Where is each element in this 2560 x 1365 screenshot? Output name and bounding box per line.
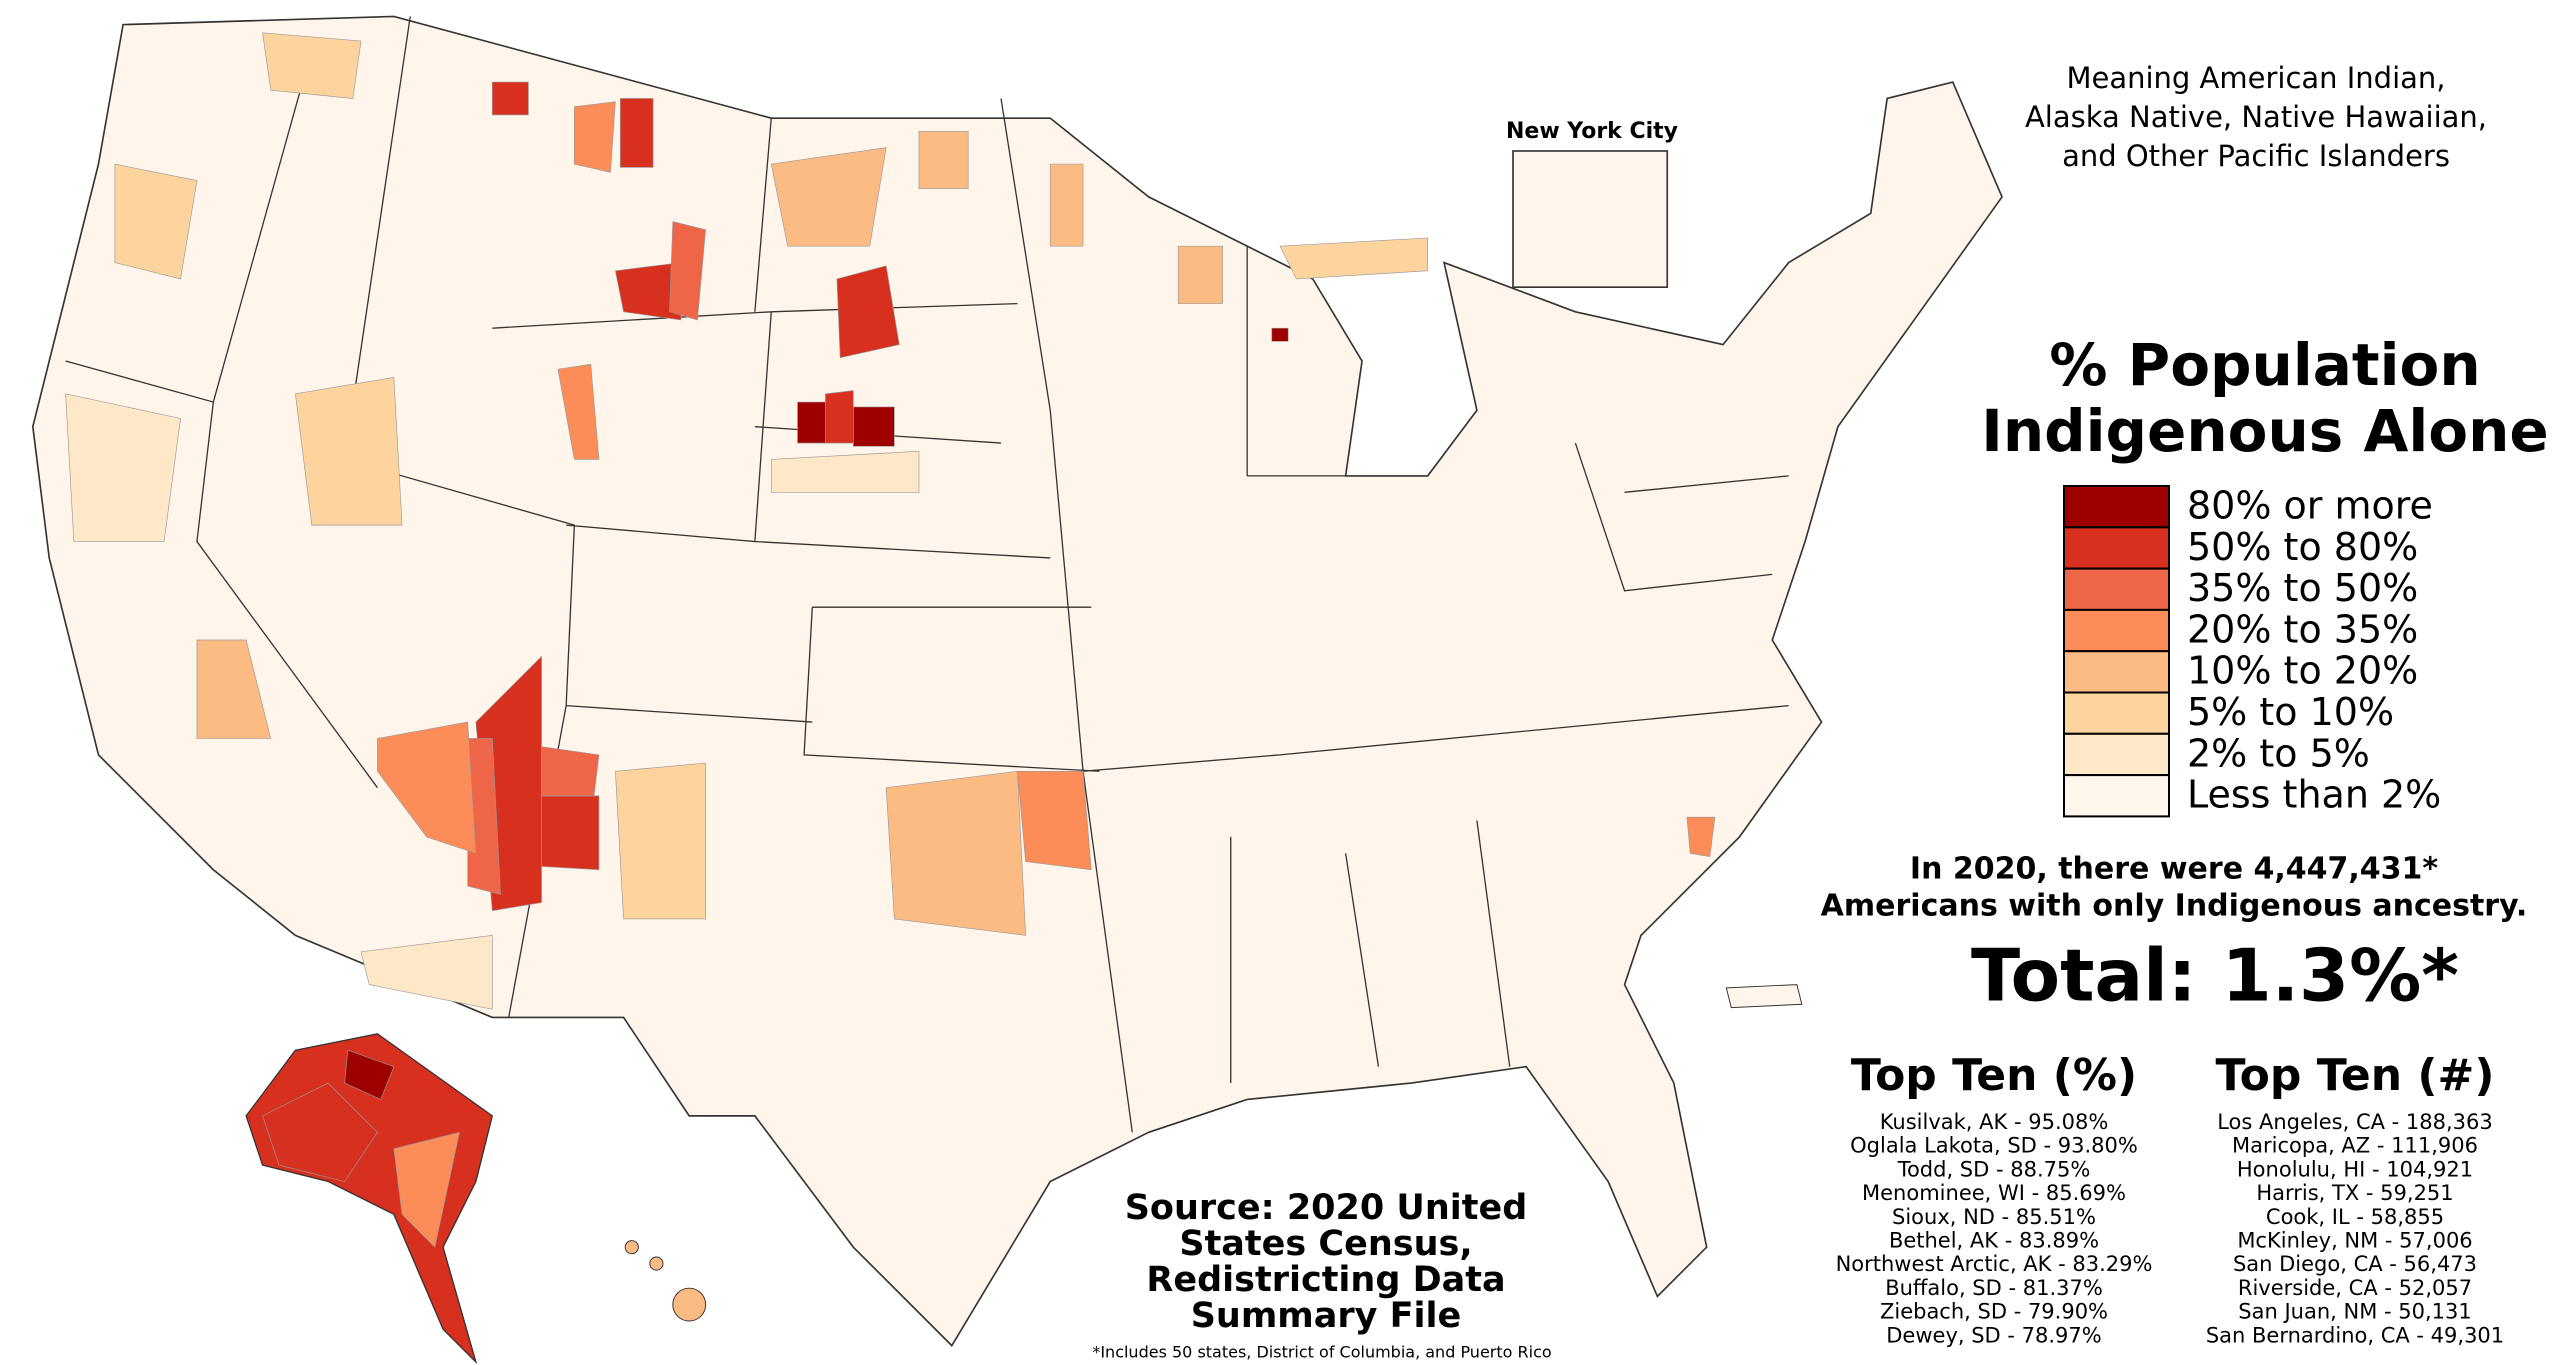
summary-line: Americans with only Indigenous ancestry. <box>1821 889 2528 924</box>
top-ten-item: San Bernardino, CA - 49,301 <box>2206 1323 2504 1347</box>
county-fill <box>196 639 272 739</box>
top-ten-item: Kusilvak, AK - 95.08% <box>1880 1110 2109 1134</box>
county-fill <box>65 393 181 542</box>
county-fill <box>669 221 706 321</box>
county-fill <box>114 163 198 280</box>
county-fill <box>1049 163 1084 247</box>
legend-swatch <box>2063 608 2170 653</box>
county-fill <box>262 1082 378 1182</box>
source-line: Source: 2020 United <box>1125 1188 1528 1228</box>
top-ten-item: Los Angeles, CA - 188,363 <box>2217 1110 2493 1134</box>
county-fill <box>770 147 887 247</box>
top-ten-title: Top Ten (#) <box>2216 1050 2495 1101</box>
top-ten-item: Harris, TX - 59,251 <box>2256 1181 2453 1205</box>
legend-label: 35% to 50% <box>2187 566 2418 610</box>
county-fill <box>360 934 493 1010</box>
legend-label: 5% to 10% <box>2187 690 2394 734</box>
legend-swatch <box>2063 650 2170 694</box>
county-fill <box>541 795 600 871</box>
county-fill <box>825 390 854 444</box>
top-ten-title: Top Ten (%) <box>1851 1050 2137 1101</box>
legend-swatch <box>2063 567 2170 611</box>
legend-swatch <box>2063 526 2170 570</box>
source-line: Summary File <box>1191 1296 1462 1336</box>
legend-swatch <box>2063 691 2170 735</box>
county-fill <box>557 363 600 460</box>
county-fill <box>619 98 654 168</box>
labels: New York City Meaning American Indian, Ala… <box>1092 61 2548 1362</box>
total: Total: 1.3%* <box>1971 934 2459 1018</box>
title-line: % Population <box>2049 331 2480 399</box>
legend-label: 10% to 20% <box>2187 649 2418 693</box>
top-ten-item: Sioux, ND - 85.51% <box>1892 1205 2096 1229</box>
county-fill <box>295 377 403 526</box>
top-ten-item: Dewey, SD - 78.97% <box>1886 1323 2101 1347</box>
top-ten-item: Todd, SD - 88.75% <box>1897 1157 2091 1181</box>
top-ten-item: Buffalo, SD - 81.37% <box>1885 1276 2103 1300</box>
county-fill <box>491 81 529 116</box>
top-ten-item: Ziebach, SD - 79.90% <box>1880 1300 2108 1324</box>
legend-swatch <box>2063 732 2170 777</box>
top-ten-item: Bethel, AK - 83.89% <box>1889 1229 2099 1253</box>
county-fill <box>615 762 706 920</box>
top-ten-item: McKinley, NM - 57,006 <box>2237 1229 2472 1253</box>
summary-line: In 2020, there were 4,447,431* <box>1910 852 2438 887</box>
footnote: *Includes 50 states, District of Columbi… <box>1092 1343 1551 1362</box>
top-ten-item: Honolulu, HI - 104,921 <box>2237 1157 2473 1181</box>
subtitle-line: Meaning American Indian, <box>2066 61 2445 95</box>
legend-label: 80% or more <box>2187 484 2433 528</box>
county-fill <box>770 450 920 493</box>
title-line: Indigenous Alone <box>1981 397 2549 465</box>
county-fill <box>393 1131 460 1248</box>
top-ten-item: Maricopa, AZ - 111,906 <box>2232 1134 2478 1158</box>
legend-label: Less than 2% <box>2187 773 2441 817</box>
nyc-inset <box>1512 150 1669 288</box>
county-fill <box>885 770 1026 936</box>
hawaii <box>624 1240 707 1322</box>
county-fill <box>918 130 969 190</box>
county-fill <box>852 406 895 447</box>
source-line: Redistricting Data <box>1146 1260 1505 1300</box>
source-line: States Census, <box>1179 1224 1472 1264</box>
county-fill <box>541 746 600 797</box>
top-ten-item: San Juan, NM - 50,131 <box>2238 1300 2471 1324</box>
county-fill <box>836 265 900 359</box>
county-fill <box>1279 237 1428 280</box>
legend-label: 50% to 80% <box>2187 525 2418 569</box>
top-ten-item: San Diego, CA - 56,473 <box>2233 1252 2477 1276</box>
county-fill <box>797 401 830 444</box>
county-fill <box>1271 327 1289 342</box>
legend-label: 20% to 35% <box>2187 607 2418 651</box>
us-map <box>31 15 2003 1365</box>
county-fill <box>262 32 362 99</box>
top-ten-item: Northwest Arctic, AK - 83.29% <box>1836 1252 2153 1276</box>
county-fill <box>574 101 616 173</box>
us-outline <box>31 15 2003 1347</box>
state-lines <box>65 16 1789 1133</box>
subtitle-line: Alaska Native, Native Hawaiian, <box>2025 100 2487 134</box>
legend-swatch <box>2063 485 2170 529</box>
county-fill <box>377 721 477 854</box>
county-fill <box>1177 245 1223 304</box>
puerto-rico <box>1725 984 1803 1009</box>
subtitle-line: and Other Pacific Islanders <box>2062 139 2450 173</box>
top-ten-item: Riverside, CA - 52,057 <box>2238 1276 2472 1300</box>
county-fill <box>1017 770 1092 871</box>
inset-label: New York City <box>1506 119 1678 144</box>
legend-swatch <box>2063 774 2170 818</box>
legend-label: 2% to 5% <box>2187 731 2370 775</box>
county-fill <box>344 1049 395 1100</box>
top-ten-item: Cook, IL - 58,855 <box>2266 1205 2444 1229</box>
county-fill <box>1686 816 1716 857</box>
county-fill <box>614 262 682 321</box>
top-ten-item: Menominee, WI - 85.69% <box>1862 1181 2126 1205</box>
top-ten-item: Oglala Lakota, SD - 93.80% <box>1850 1134 2138 1158</box>
